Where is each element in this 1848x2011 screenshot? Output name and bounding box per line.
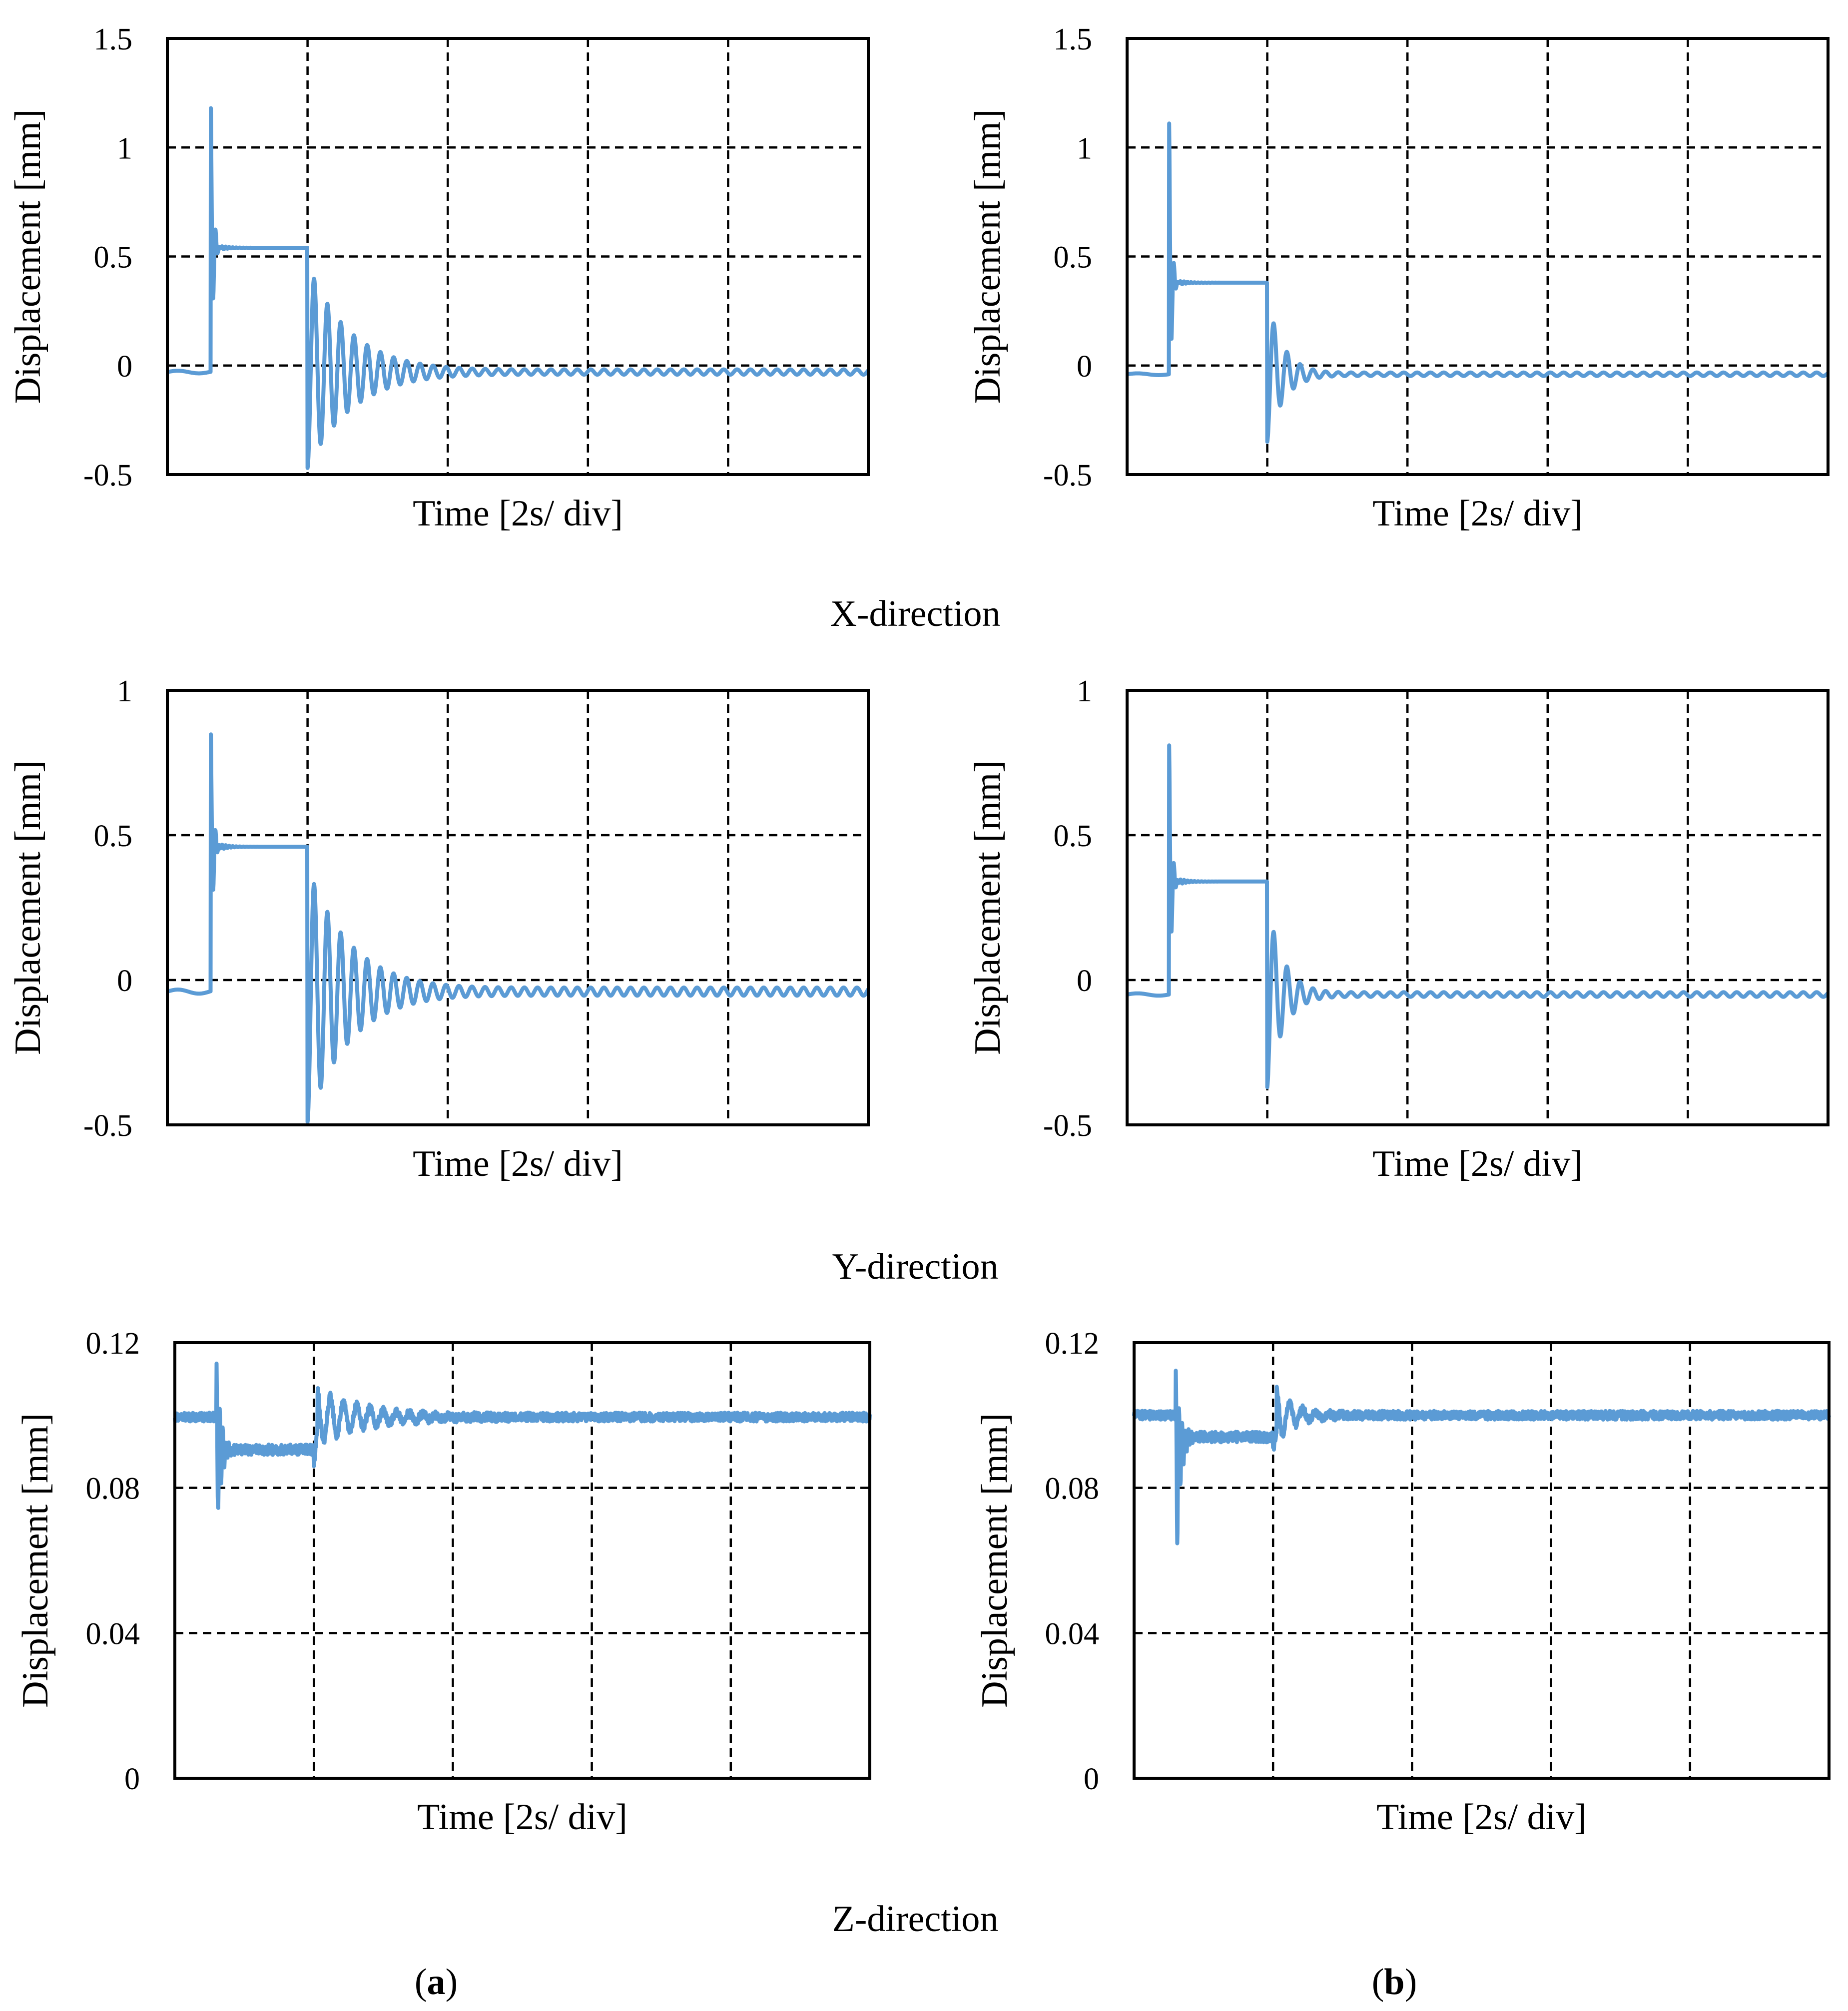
y-tick-label: 0.5 — [1054, 819, 1093, 853]
y-tick-label: 0 — [124, 1762, 140, 1796]
plot-frame — [173, 1341, 871, 1780]
plot-frame — [166, 37, 870, 476]
plot-area — [167, 690, 868, 1125]
chart-y-a: -0.5 0 0.5 1 Time [2s/ div] Displacement [mm] — [7, 674, 870, 1184]
y-tick-label: 0.5 — [1054, 241, 1093, 275]
plot-area — [175, 1343, 870, 1778]
chart-x-a: -0.5 0 0.5 1 1.5 Time [2s/ div] Displacement [… — [7, 22, 870, 534]
y-tick-label: -0.5 — [83, 1109, 132, 1143]
series-line — [165, 732, 870, 1124]
panel-label-a-open: ( — [415, 1962, 427, 2003]
y-tick-label: 0 — [1077, 350, 1092, 384]
x-axis-label: Time [2s/ div] — [413, 1143, 623, 1184]
panel-label-b: (b) — [1372, 1962, 1417, 2003]
x-axis-label: Time [2s/ div] — [417, 1797, 627, 1838]
y-tick-label: 0 — [1077, 964, 1092, 998]
series-line — [1125, 743, 1830, 1089]
y-tick-label: 0.5 — [94, 819, 133, 853]
y-tick-label: 1 — [117, 674, 132, 708]
y-tick-label: 0 — [1084, 1762, 1099, 1796]
y-axis-label: Displacement [mm] — [7, 760, 48, 1055]
plot-frame — [166, 689, 870, 1126]
y-tick-label: 0.04 — [1045, 1617, 1100, 1651]
panel-label-a-letter: a — [427, 1962, 446, 2003]
y-tick-label: 0.08 — [1045, 1472, 1100, 1506]
panel-label-a-close: ) — [446, 1962, 458, 2003]
panel-label-b-letter: b — [1384, 1962, 1404, 2003]
chart-z-b: 0 0.04 0.08 0.12 Time [2s/ div] Displacement … — [974, 1327, 1831, 1838]
plot-area — [1127, 690, 1828, 1125]
panel-label-b-close: ) — [1405, 1962, 1417, 2003]
x-axis-label: Time [2s/ div] — [1372, 493, 1583, 534]
y-tick-label: 0.04 — [86, 1617, 140, 1651]
y-tick-label: 1 — [1077, 674, 1092, 708]
y-tick-label: 1 — [1077, 131, 1092, 165]
y-axis-label: Displacement [mm] — [967, 109, 1008, 404]
y-tick-label: 0 — [117, 350, 132, 384]
y-tick-label: -0.5 — [83, 459, 132, 493]
y-axis-label: Displacement [mm] — [967, 760, 1008, 1055]
y-tick-label: -0.5 — [1043, 1109, 1092, 1143]
plot-frame — [1126, 689, 1830, 1126]
y-tick-label: 0 — [117, 964, 132, 998]
charts-layer: -0.5 0 0.5 1 1.5 Time [2s/ div] Displacement [… — [7, 22, 1831, 1838]
y-tick-label: 0.5 — [94, 241, 133, 275]
chart-y-b: -0.5 0 0.5 1 Time [2s/ div] Displacement [mm] — [967, 674, 1830, 1184]
panel-label-b-open: ( — [1372, 1962, 1384, 2003]
chart-z-a: 0 0.04 0.08 0.12 Time [2s/ div] Displacement … — [15, 1327, 872, 1838]
series-line — [1125, 121, 1830, 444]
y-tick-label: -0.5 — [1043, 459, 1092, 493]
x-axis-label: Time [2s/ div] — [1376, 1797, 1587, 1838]
y-tick-label: 1 — [117, 131, 132, 165]
series-line — [1132, 1369, 1831, 1545]
panel-label-a: (a) — [415, 1962, 458, 2003]
y-axis-label: Displacement [mm] — [15, 1413, 56, 1708]
x-axis-label: Time [2s/ div] — [1372, 1143, 1583, 1184]
y-tick-label: 0.08 — [86, 1472, 140, 1506]
plot-frame — [1133, 1341, 1831, 1780]
x-axis-label: Time [2s/ div] — [413, 493, 623, 534]
row-caption-x: X-direction — [830, 593, 1000, 634]
y-tick-label: 1.5 — [94, 22, 133, 56]
row-caption-z: Z-direction — [832, 1899, 999, 1940]
plot-frame — [1126, 37, 1830, 476]
plot-area — [1134, 1343, 1829, 1778]
y-axis-label: Displacement [mm] — [7, 109, 48, 404]
y-tick-label: 0.12 — [86, 1327, 140, 1361]
series-line — [165, 106, 870, 470]
y-tick-label: 0.12 — [1045, 1327, 1100, 1361]
series-line — [173, 1361, 872, 1510]
y-tick-label: 1.5 — [1054, 22, 1093, 56]
y-axis-label: Displacement [mm] — [974, 1413, 1015, 1708]
chart-x-b: -0.5 0 0.5 1 1.5 Time [2s/ div] Displacement [… — [967, 22, 1830, 534]
row-caption-y: Y-direction — [832, 1246, 999, 1287]
